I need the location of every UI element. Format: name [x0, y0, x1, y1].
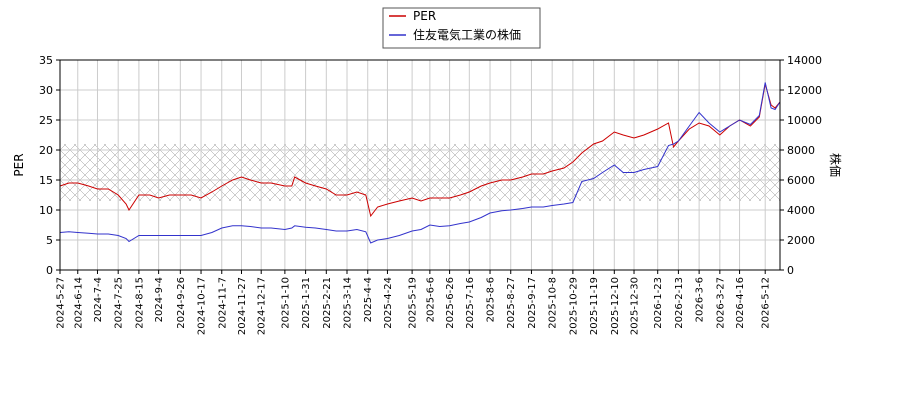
stock-price-line: [59, 82, 781, 244]
y-left-tick-label: 20: [39, 144, 53, 157]
x-tick-label: 2025-12-30: [630, 277, 641, 335]
x-tick-label: 2025-5-19: [408, 277, 419, 329]
x-tick-label: 2024-11-7: [217, 277, 228, 329]
x-tick-label: 2026-4-16: [735, 277, 746, 329]
y-right-tick-label: 0: [787, 264, 794, 277]
x-tick-label: 2025-12-10: [610, 277, 621, 335]
x-tick-label: 2024-11-27: [237, 277, 248, 335]
x-tick-label: 2025-11-19: [589, 277, 600, 335]
x-tick-label: 2025-8-6: [486, 277, 497, 322]
x-tick-label: 2024-9-26: [176, 277, 187, 329]
x-tick-label: 2025-9-17: [527, 277, 538, 329]
x-tick-label: 2025-1-31: [301, 277, 312, 329]
x-tick-label: 2025-10-8: [548, 277, 559, 329]
y-left-tick-label: 35: [39, 54, 53, 67]
y-right-tick-label: 14000: [787, 54, 822, 67]
x-tick-label: 2025-6-6: [425, 277, 436, 322]
y-left-axis-label: PER: [12, 153, 26, 176]
x-tick-label: 2026-2-13: [674, 277, 685, 329]
x-tick-label: 2024-9-4: [154, 277, 165, 322]
x-tick-label: 2025-8-27: [506, 277, 517, 329]
y-left-tick-label: 15: [39, 174, 53, 187]
legend-label: 住友電気工業の株価: [413, 27, 521, 42]
y-right-tick-label: 12000: [787, 84, 822, 97]
hatched-band: [60, 144, 780, 201]
x-tick-label: 2025-4-4: [363, 277, 374, 322]
y-left-tick-label: 25: [39, 114, 53, 127]
x-tick-label: 2024-5-27: [56, 277, 67, 329]
y-right-tick-label: 2000: [787, 234, 815, 247]
x-tick-label: 2024-10-17: [197, 277, 208, 335]
y-left-tick-label: 30: [39, 84, 53, 97]
y-right-tick-label: 4000: [787, 204, 815, 217]
x-tick-label: 2025-7-16: [465, 277, 476, 329]
x-tick-label: 2025-4-24: [383, 277, 394, 329]
y-right-axis-label: 株価: [828, 153, 843, 177]
per-line: [59, 83, 781, 218]
x-tick-label: 2024-7-4: [93, 277, 104, 322]
x-tick-label: 2025-2-21: [322, 277, 333, 329]
x-tick-label: 2026-3-6: [695, 277, 706, 322]
x-tick-label: 2025-1-10: [280, 277, 291, 329]
y-left-tick-label: 10: [39, 204, 53, 217]
y-left-tick-label: 5: [46, 234, 53, 247]
x-tick-label: 2024-12-17: [257, 277, 268, 335]
x-tick-label: 2024-6-14: [73, 277, 84, 329]
y-right-tick-label: 6000: [787, 174, 815, 187]
legend-label: PER: [413, 9, 436, 23]
x-tick-label: 2025-10-29: [568, 277, 579, 335]
x-tick-label: 2025-6-26: [445, 277, 456, 329]
plot-frame: [59, 59, 781, 271]
x-tick-label: 2024-8-15: [134, 277, 145, 329]
y-right-tick-label: 10000: [787, 114, 822, 127]
y-left-tick-label: 0: [46, 264, 53, 277]
x-tick-label: 2026-3-27: [715, 277, 726, 329]
y-right-tick-label: 8000: [787, 144, 815, 157]
x-tick-label: 2025-3-14: [343, 277, 354, 329]
x-tick-label: 2026-5-12: [761, 277, 772, 329]
legend-box: [382, 7, 541, 49]
x-tick-label: 2026-1-23: [653, 277, 664, 329]
x-tick-label: 2024-7-25: [114, 277, 125, 329]
